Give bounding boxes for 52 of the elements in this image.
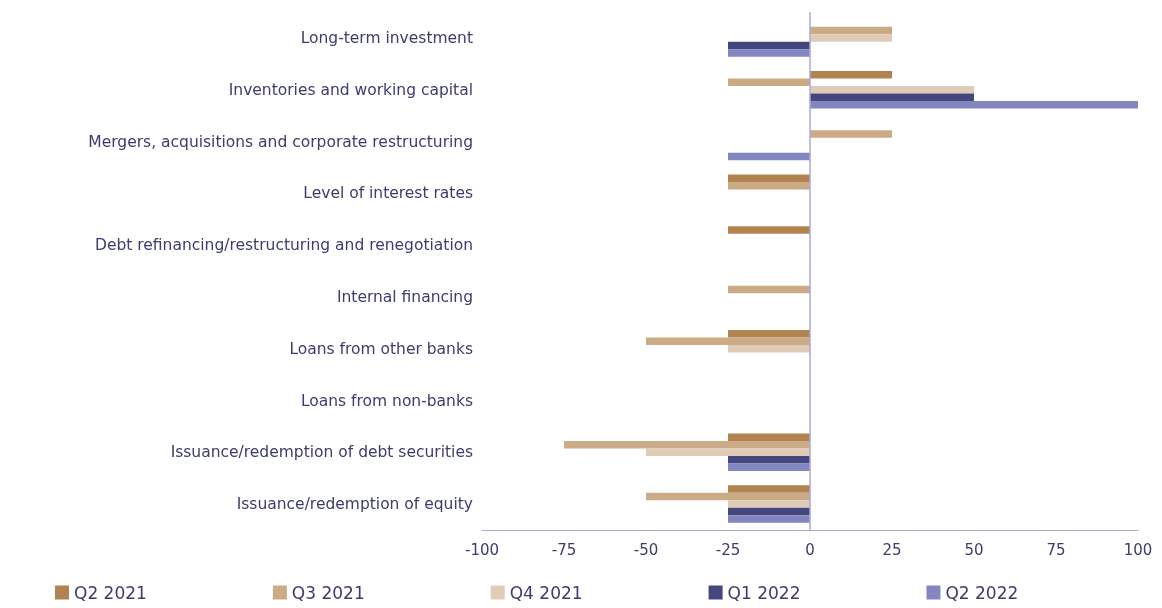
bar (728, 78, 810, 86)
legend-label: Q3 2021 (291, 582, 365, 603)
bar (810, 85, 974, 94)
y-tick-label: Loans from other banks (289, 339, 473, 358)
x-tick-label: 25 (882, 540, 902, 559)
y-tick-label: Mergers, acquisitions and corporate restructuring (88, 132, 473, 151)
bar (564, 441, 810, 449)
bar (728, 500, 810, 508)
bar (728, 507, 810, 516)
legend-label: Q1 2022 (727, 582, 801, 603)
bar (728, 174, 810, 183)
legend-label: Q4 2021 (509, 582, 583, 603)
x-tick-label: 50 (964, 540, 984, 559)
bar (810, 26, 892, 35)
bar (728, 515, 810, 523)
bar (646, 448, 810, 457)
bar (728, 152, 810, 161)
bar (728, 463, 810, 472)
y-tick-label: Issuance/redemption of equity (236, 495, 473, 514)
y-tick-label: Long-term investment (300, 28, 473, 47)
x-tick-label: 0 (805, 540, 815, 559)
bar (728, 182, 810, 190)
legend-label: Q2 2022 (945, 582, 1019, 603)
bar (728, 49, 810, 57)
bar (810, 34, 892, 42)
bar (728, 41, 810, 50)
x-tick-label: 100 (1123, 540, 1153, 559)
bar (728, 485, 810, 493)
bar (810, 93, 974, 101)
bar (810, 130, 892, 138)
y-tick-label: Inventories and working capital (228, 80, 473, 99)
bar (810, 100, 1138, 109)
bar (728, 433, 810, 442)
x-tick-label: 75 (1046, 540, 1066, 559)
bar (728, 226, 810, 234)
x-tick-label: -75 (551, 540, 577, 559)
bar (728, 285, 810, 294)
bar (728, 456, 810, 464)
y-tick-label: Internal financing (336, 287, 473, 306)
y-tick-label: Issuance/redemption of debt securities (170, 443, 473, 462)
x-tick-label: -100 (464, 540, 500, 559)
bar (646, 492, 810, 501)
y-tick-label: Level of interest rates (303, 184, 473, 203)
legend-label: Q2 2021 (74, 582, 147, 603)
y-tick-label: Debt refinancing/restructuring and renegotiation (94, 236, 473, 255)
bar (728, 329, 810, 338)
x-tick-label: -50 (633, 540, 659, 559)
bar (646, 337, 810, 345)
bar (728, 344, 810, 353)
bar (810, 70, 892, 79)
x-tick-label: -25 (715, 540, 741, 559)
y-tick-label: Loans from non-banks (300, 391, 473, 410)
